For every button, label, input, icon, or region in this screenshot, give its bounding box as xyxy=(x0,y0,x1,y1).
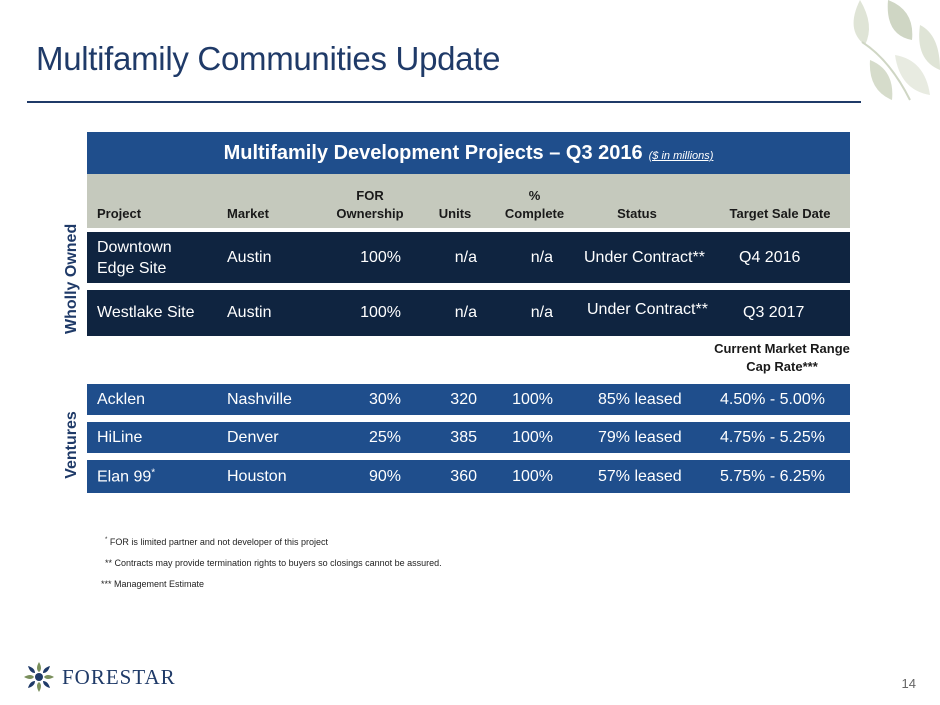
header-ownership-line2: Ownership xyxy=(336,206,404,221)
table-title: Multifamily Development Projects – Q3 20… xyxy=(223,141,643,164)
row-units: n/a xyxy=(454,248,477,266)
row-project: HiLine xyxy=(97,428,143,446)
cap-rate-header-line1: Current Market Range xyxy=(714,341,850,356)
footnote-1-text: FOR is limited partner and not developer… xyxy=(109,537,328,547)
row-complete: n/a xyxy=(530,304,553,321)
row-units: 385 xyxy=(450,428,477,446)
row-market: Denver xyxy=(227,428,279,446)
row-status: Under Contract** xyxy=(584,248,705,266)
footnote-2: ** Contracts may provide termination rig… xyxy=(105,558,442,568)
table-row: Downtown Edge Site Austin 100% n/a n/a U… xyxy=(87,232,850,283)
row-status: Under Contract** xyxy=(587,301,708,318)
row-complete: n/a xyxy=(530,248,553,266)
page-title: Multifamily Communities Update xyxy=(36,40,501,77)
row-ownership: 100% xyxy=(360,248,401,266)
row-status: 79% leased xyxy=(598,428,682,446)
row-units: n/a xyxy=(454,304,477,321)
header-market: Market xyxy=(227,206,269,221)
row-ownership: 30% xyxy=(368,390,401,408)
table-header: Project Market FOR Ownership Units % Com… xyxy=(87,174,850,228)
header-ownership-line1: FOR xyxy=(356,188,384,203)
cap-rate-header-line2: Cap Rate*** xyxy=(746,359,818,374)
footnote-1: * FOR is limited partner and not develop… xyxy=(105,537,328,547)
header-project: Project xyxy=(97,206,142,221)
row-target: Q4 2016 xyxy=(739,248,801,266)
footnote-1-mark: * xyxy=(105,537,108,543)
header-ownership: FOR Ownership xyxy=(327,187,413,223)
row-complete: 100% xyxy=(512,428,553,446)
company-logo: FORESTAR xyxy=(22,660,176,694)
table-row: Acklen Nashville 30% 320 100% 85% leased… xyxy=(87,384,850,415)
row-units: 360 xyxy=(450,467,477,485)
logo-text: FORESTAR xyxy=(62,664,176,689)
header-status: Status xyxy=(617,206,657,221)
header-complete-line2: Complete xyxy=(504,206,565,221)
row-market: Austin xyxy=(227,304,272,321)
row-project: Acklen xyxy=(97,390,146,408)
ventures-label: Ventures xyxy=(63,411,80,479)
row-status: 85% leased xyxy=(598,390,682,408)
table-row: Elan 99* Houston 90% 360 100% 57% leased… xyxy=(87,460,850,493)
header-target: Target Sale Date xyxy=(729,206,831,221)
row-complete: 100% xyxy=(512,467,553,485)
row-target: Q3 2017 xyxy=(743,304,805,321)
row-project: Downtown Edge Site xyxy=(97,237,172,279)
row-cap-rate: 4.50% - 5.00% xyxy=(720,390,825,408)
row-market: Nashville xyxy=(227,390,292,408)
row-status: 57% leased xyxy=(598,467,682,485)
row-project-mark: * xyxy=(151,466,156,478)
row-project-line1: Downtown xyxy=(97,238,172,256)
row-cap-rate: 5.75% - 6.25% xyxy=(720,467,825,485)
cap-rate-header: Current Market Range Cap Rate*** xyxy=(712,340,852,376)
row-ownership: 90% xyxy=(368,467,401,485)
page-number: 14 xyxy=(901,676,916,691)
table-row: Westlake Site Austin 100% n/a n/a Under … xyxy=(87,290,850,336)
row-ownership: 100% xyxy=(360,304,401,321)
leaves-decoration-icon xyxy=(853,0,940,101)
row-market: Houston xyxy=(227,467,287,485)
row-project-name: Elan 99 xyxy=(97,468,152,486)
row-project: Westlake Site xyxy=(97,304,195,321)
row-complete: 100% xyxy=(512,390,553,408)
table-banner: Multifamily Development Projects – Q3 20… xyxy=(87,132,850,174)
tree-seal-icon xyxy=(24,662,54,692)
header-complete: % Complete xyxy=(497,187,572,223)
table-subtitle: ($ in millions) xyxy=(648,150,714,162)
row-ownership: 25% xyxy=(368,428,401,446)
footnote-3: *** Management Estimate xyxy=(101,579,205,589)
title-divider xyxy=(27,101,861,103)
wholly-owned-label: Wholly Owned xyxy=(63,223,80,334)
header-units: Units xyxy=(438,206,472,221)
row-units: 320 xyxy=(450,390,477,408)
row-project: Elan 99* xyxy=(97,467,155,486)
row-cap-rate: 4.75% - 5.25% xyxy=(720,428,825,446)
row-project-line2: Edge Site xyxy=(97,259,167,277)
row-market: Austin xyxy=(227,248,272,266)
header-complete-line1: % xyxy=(528,188,541,203)
table-row: HiLine Denver 25% 385 100% 79% leased 4.… xyxy=(87,422,850,453)
